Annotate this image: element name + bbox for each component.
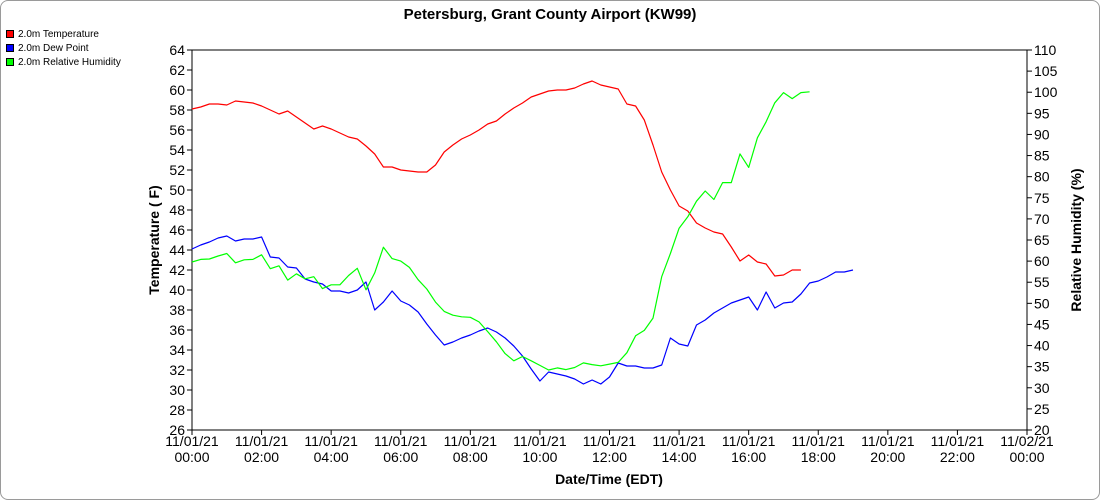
- x-tick-label-time: 10:00: [522, 449, 557, 465]
- y-axis-label-right: Relative Humidity (%): [1068, 168, 1084, 311]
- y-left-tick-label: 28: [169, 402, 185, 418]
- legend-swatch-relative-humidity: [6, 58, 14, 66]
- legend-label-dew-point: 2.0m Dew Point: [18, 42, 89, 54]
- y-left-tick-label: 64: [169, 42, 185, 58]
- plot-area: [191, 49, 1028, 431]
- y-left-tick-label: 38: [169, 302, 185, 318]
- y-right-tick-label: 100: [1034, 84, 1058, 100]
- y-right-tick-label: 65: [1034, 232, 1050, 248]
- y-left-tick-label: 44: [169, 242, 185, 258]
- legend-label-temperature: 2.0m Temperature: [18, 28, 99, 40]
- y-right-tick-label: 25: [1034, 401, 1050, 417]
- x-tick-label-time: 00:00: [1009, 449, 1044, 465]
- legend-item-temperature: 2.0m Temperature: [6, 27, 121, 41]
- y-left-tick-label: 30: [169, 382, 185, 398]
- legend-item-relative-humidity: 2.0m Relative Humidity: [6, 55, 121, 69]
- y-right-tick-label: 95: [1034, 105, 1050, 121]
- series-line-2-0m-relative-humidity: [191, 91, 810, 371]
- y-left-tick-label: 52: [169, 162, 185, 178]
- x-tick-label-time: 06:00: [383, 449, 418, 465]
- x-tick-label-date: 11/01/21: [235, 433, 289, 449]
- x-tick-label-time: 08:00: [453, 449, 488, 465]
- y-right-tick-label: 90: [1034, 126, 1050, 142]
- y-left-tick-label: 34: [169, 342, 185, 358]
- x-tick-label-time: 14:00: [662, 449, 697, 465]
- y-right-tick-label: 35: [1034, 359, 1050, 375]
- x-tick-label-date: 11/01/21: [444, 433, 498, 449]
- y-right-tick-label: 75: [1034, 190, 1050, 206]
- x-tick-label-date: 11/01/21: [374, 433, 428, 449]
- y-axis-label-left: Temperature ( F): [146, 185, 162, 294]
- y-left-tick-label: 54: [169, 142, 185, 158]
- y-left-tick-label: 26: [169, 422, 185, 438]
- y-right-tick-label: 110: [1034, 42, 1057, 58]
- y-left-tick-label: 46: [169, 222, 185, 238]
- x-tick-label-date: 11/01/21: [792, 433, 846, 449]
- x-tick-label-date: 11/02/21: [1000, 433, 1054, 449]
- series-line-2-0m-temperature: [191, 80, 801, 277]
- y-left-tick-label: 48: [169, 202, 185, 218]
- y-right-tick-label: 85: [1034, 148, 1050, 164]
- series-line-2-0m-dew-point: [191, 235, 854, 385]
- legend-swatch-dew-point: [6, 44, 14, 52]
- legend-swatch-temperature: [6, 30, 14, 38]
- y-left-tick-label: 58: [169, 102, 185, 118]
- legend-label-relative-humidity: 2.0m Relative Humidity: [18, 56, 121, 68]
- y-right-tick-label: 20: [1034, 422, 1050, 438]
- x-tick-label-date: 11/01/21: [583, 433, 637, 449]
- y-left-tick-label: 42: [169, 262, 185, 278]
- y-right-tick-label: 30: [1034, 380, 1050, 396]
- y-right-tick-label: 45: [1034, 316, 1050, 332]
- y-right-tick-label: 50: [1034, 295, 1050, 311]
- x-tick-label-time: 16:00: [731, 449, 766, 465]
- x-tick-label-time: 20:00: [870, 449, 905, 465]
- y-axis-right: 20 25 30 35 40 45 50 55 60 65 70 75 80 85 90 95 100 105 11…: [1027, 42, 1058, 438]
- legend: 2.0m Temperature 2.0m Dew Point 2.0m Rel…: [6, 27, 121, 69]
- y-left-tick-label: 62: [169, 62, 185, 78]
- x-tick-label-time: 02:00: [244, 449, 279, 465]
- x-tick-label-date: 11/01/21: [722, 433, 776, 449]
- x-tick-label-date: 11/01/21: [165, 433, 219, 449]
- x-tick-label-date: 11/01/21: [861, 433, 915, 449]
- y-left-tick-label: 40: [169, 282, 185, 298]
- y-left-tick-label: 36: [169, 322, 185, 338]
- x-tick-label-time: 18:00: [801, 449, 836, 465]
- x-tick-label-time: 04:00: [314, 449, 349, 465]
- y-right-tick-label: 60: [1034, 253, 1050, 269]
- y-right-tick-label: 70: [1034, 211, 1050, 227]
- y-right-tick-label: 80: [1034, 169, 1050, 185]
- y-axis-left: 26 28 30 32 34 36 38 40 42 44 46 48 50 52 54 56 58 60 62 64: [169, 42, 192, 438]
- y-right-tick-label: 55: [1034, 274, 1050, 290]
- y-left-tick-label: 32: [169, 362, 185, 378]
- series-layer: [191, 80, 854, 385]
- x-tick-label-time: 22:00: [940, 449, 975, 465]
- x-tick-label-time: 00:00: [174, 449, 209, 465]
- x-tick-label-date: 11/01/21: [652, 433, 706, 449]
- y-right-tick-label: 40: [1034, 338, 1050, 354]
- y-right-tick-label: 105: [1034, 63, 1058, 79]
- x-axis-label: Date/Time (EDT): [555, 471, 663, 487]
- x-tick-label-time: 12:00: [592, 449, 627, 465]
- y-left-tick-label: 60: [169, 82, 185, 98]
- legend-item-dew-point: 2.0m Dew Point: [6, 41, 121, 55]
- chart-title: Petersburg, Grant County Airport (KW99): [404, 6, 697, 23]
- x-tick-label-date: 11/01/21: [931, 433, 985, 449]
- x-tick-label-date: 11/01/21: [304, 433, 358, 449]
- x-axis: 11/01/2100:0011/01/2102:0011/01/2104:001…: [165, 430, 1054, 465]
- y-left-tick-label: 56: [169, 122, 185, 138]
- x-tick-label-date: 11/01/21: [513, 433, 567, 449]
- y-left-tick-label: 50: [169, 182, 185, 198]
